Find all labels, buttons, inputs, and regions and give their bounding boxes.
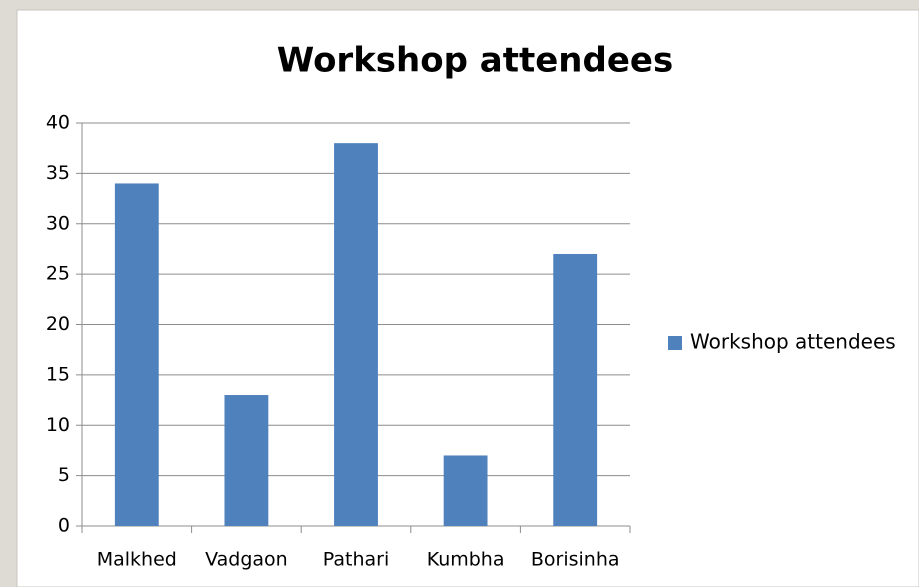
y-tick-label: 15 [46,363,70,385]
y-tick-label: 30 [46,212,70,234]
bar [114,183,159,526]
x-tick-label: Pathari [323,549,389,571]
x-tick-label: Kumbha [427,549,505,571]
y-tick-label: 0 [58,515,70,537]
bar [443,455,488,526]
y-tick-label: 20 [46,313,70,335]
bar [553,253,598,526]
bar [224,395,269,526]
y-tick-label: 10 [46,414,70,436]
y-tick-label: 40 [46,112,70,134]
x-tick-label: Malkhed [97,549,177,571]
legend-swatch [668,336,682,350]
chart-title: Workshop attendees [277,41,673,81]
y-tick-label: 25 [46,263,70,285]
legend-label: Workshop attendees [690,330,896,354]
x-tick-label: Borisinha [531,549,620,571]
y-tick-label: 35 [46,162,70,184]
y-tick-label: 5 [58,464,70,486]
bar [334,143,378,526]
x-tick-label: Vadgaon [205,549,288,571]
